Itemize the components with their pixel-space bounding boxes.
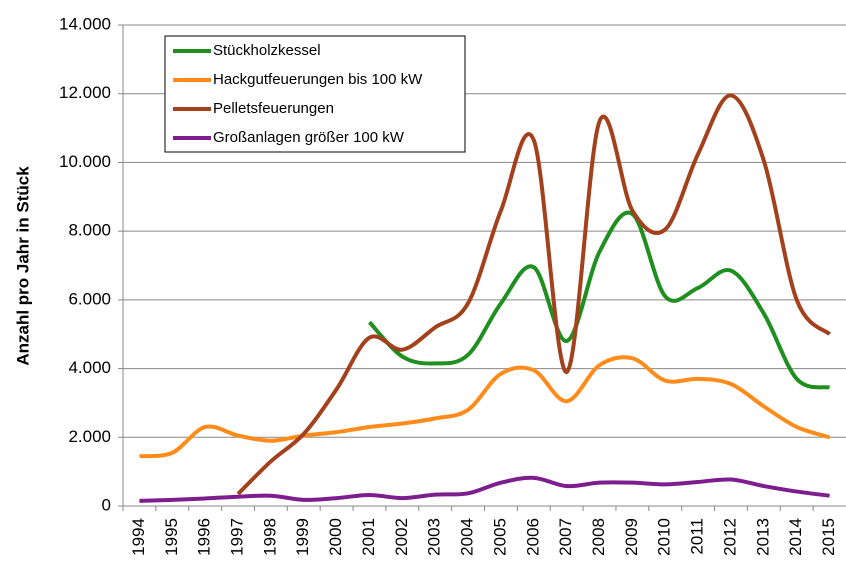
x-tick-label: 1994 <box>129 518 148 556</box>
legend-label: Hackgutfeuerungen bis 100 kW <box>213 71 423 88</box>
x-tick-label: 2004 <box>458 518 477 556</box>
x-tick-label: 1997 <box>228 518 247 556</box>
x-tick-label: 2005 <box>490 518 509 556</box>
x-tick-label: 1998 <box>260 518 279 556</box>
y-tick-label: 14.000 <box>59 14 111 33</box>
legend-box <box>164 35 466 153</box>
x-tick-label: 2011 <box>688 518 707 555</box>
x-tick-label: 2000 <box>326 518 345 556</box>
y-tick-label: 2.000 <box>68 427 111 446</box>
x-tick-label: 2012 <box>720 518 739 556</box>
y-tick-label: 12.000 <box>59 83 111 102</box>
x-tick-label: 1999 <box>293 518 312 556</box>
x-tick-label: 2015 <box>819 518 838 556</box>
x-tick-label: 2002 <box>392 518 411 556</box>
x-tick-label: 2001 <box>359 518 378 556</box>
legend-label: Stückholzkessel <box>213 42 321 59</box>
x-tick-label: 2008 <box>589 518 608 556</box>
legend-label: Großanlagen größer 100 kW <box>213 129 405 146</box>
y-tick-label: 6.000 <box>68 289 111 308</box>
series-line <box>236 93 832 496</box>
y-tick-label: 8.000 <box>68 221 111 240</box>
x-tick-label: 2013 <box>753 518 772 556</box>
series-line <box>139 475 830 503</box>
legend-label: Pelletsfeuerungen <box>213 100 334 117</box>
y-tick-label: 10.000 <box>59 152 111 171</box>
x-tick-label: 1996 <box>195 518 214 556</box>
series-line <box>368 210 831 390</box>
x-tick-label: 2009 <box>622 518 641 556</box>
y-tick-label: 4.000 <box>68 358 111 377</box>
series-line <box>139 355 831 459</box>
x-tick-label: 2010 <box>655 518 674 556</box>
x-tick-label: 2007 <box>556 518 575 556</box>
y-axis-label: Anzahl pro Jahr in Stück <box>13 166 32 366</box>
x-tick-label: 2014 <box>786 518 805 556</box>
x-tick-label: 2006 <box>523 518 542 556</box>
x-tick-label: 2003 <box>425 518 444 556</box>
x-tick-label: 1995 <box>162 518 181 556</box>
y-tick-label: 0 <box>102 495 111 514</box>
